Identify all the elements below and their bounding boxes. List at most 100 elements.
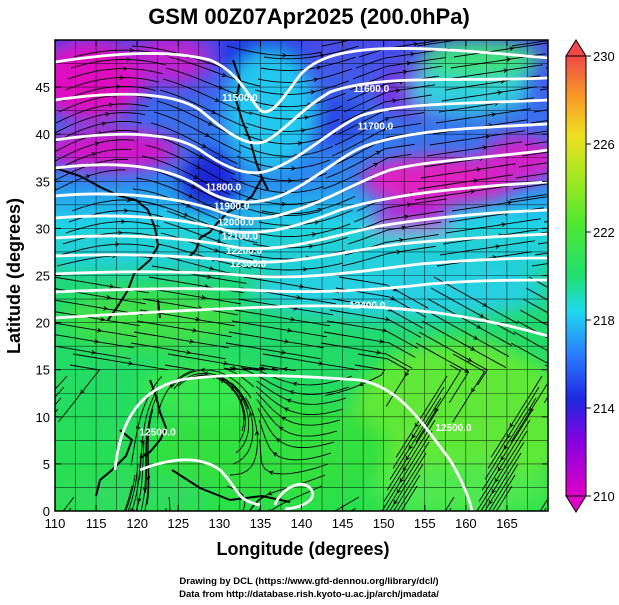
streamline-arrowhead [473, 178, 479, 183]
streamline [516, 320, 548, 339]
streamline [246, 262, 343, 271]
streamline [55, 158, 129, 181]
streamline [156, 364, 195, 420]
streamline [260, 56, 356, 71]
x-tick-label: 125 [167, 516, 189, 531]
contour-11400 [55, 47, 548, 114]
credit-data: Data from http://database.rish.kyoto-u.a… [179, 589, 439, 600]
streamline [393, 463, 424, 511]
streamline-arrowhead [402, 466, 407, 472]
x-tick-label: 155 [414, 516, 436, 531]
streamline [478, 419, 531, 502]
streamline [223, 366, 255, 388]
streamline-arrowhead [600, 212, 604, 216]
y-tick-label: 45 [36, 80, 50, 95]
streamline [257, 407, 335, 449]
streamline-arrowhead [396, 249, 402, 255]
streamline [72, 353, 168, 371]
streamline-arrowhead [94, 141, 100, 147]
contour-11500 [55, 76, 548, 145]
streamline [511, 40, 548, 47]
streamline-arrowhead [376, 350, 382, 355]
streamline [0, 464, 43, 531]
streamline [263, 45, 359, 60]
streamline [162, 78, 253, 115]
streamline-arrowhead [201, 295, 207, 300]
streamline [357, 353, 410, 407]
streamline-arrowhead [18, 449, 22, 453]
streamline-arrowhead [497, 466, 502, 472]
streamline-arrowhead [116, 527, 119, 531]
streamline-arrowhead [396, 488, 401, 494]
streamline-arrowhead [482, 302, 488, 307]
streamline-arrowhead [476, 167, 482, 172]
contour-11600 [55, 98, 548, 175]
streamline-arrowhead [517, 544, 521, 548]
streamline [130, 342, 226, 360]
streamline [389, 452, 427, 511]
streamline-arrowhead [284, 339, 290, 344]
contour-label: 11800.0 [206, 183, 242, 194]
streamline-arrowhead [188, 193, 194, 199]
streamline-arrowhead [4, 492, 8, 496]
streamline-arrowhead [296, 295, 302, 300]
streamline [234, 309, 330, 327]
y-tick-label: 35 [36, 174, 50, 189]
streamline-arrowhead [599, 69, 603, 73]
streamline [385, 441, 430, 511]
x-tick-label: 140 [291, 516, 313, 531]
streamline-arrowhead [214, 97, 220, 102]
streamline [322, 153, 412, 190]
colorbar-ticks: 210 214 218 222 226 230 [586, 49, 615, 504]
streamline [70, 59, 166, 69]
streamline [0, 486, 37, 551]
contour-label: 12200.0 [226, 246, 263, 257]
streamline [226, 45, 322, 56]
streamline-arrowhead [108, 537, 112, 541]
streamline [518, 162, 548, 168]
streamline-arrowhead [91, 152, 97, 157]
streamline [510, 342, 548, 403]
streamline [383, 419, 436, 502]
streamline-arrowhead [494, 477, 499, 483]
streamline-arrowhead [254, 430, 260, 436]
streamline-arrowhead [232, 365, 237, 371]
streamline-arrowhead [91, 350, 97, 355]
streamline-arrowhead [146, 560, 150, 564]
streamline [135, 441, 145, 511]
streamline-arrowhead [422, 544, 426, 548]
streamline [484, 452, 522, 511]
streamline-arrowhead [268, 508, 271, 511]
streamline-arrowhead [393, 499, 398, 505]
streamline [256, 380, 347, 405]
streamline [395, 375, 448, 458]
streamline-arrowhead [405, 455, 410, 461]
contour-closed-small [273, 482, 314, 511]
streamline-arrowhead [385, 533, 389, 537]
streamline [512, 183, 548, 190]
streamline-arrowhead [281, 201, 287, 207]
streamline [509, 193, 548, 201]
streamline-arrowhead [304, 115, 310, 120]
contour-label: 11900.0 [214, 202, 250, 213]
streamline-arrowhead [21, 438, 25, 442]
streamline [229, 397, 258, 476]
streamline-arrowhead [470, 346, 476, 351]
streamline-arrowhead [196, 164, 201, 169]
streamline [64, 77, 160, 91]
streamline [445, 218, 541, 234]
contour-11900 [55, 180, 548, 234]
streamline-arrowhead [109, 284, 115, 289]
streamline [519, 309, 548, 327]
colorbar-tick-label: 226 [593, 137, 615, 152]
contour-label: 12400.0 [349, 300, 386, 311]
streamline [524, 141, 548, 146]
colorbar-tick-label: 222 [593, 225, 615, 240]
streamline-arrowhead [603, 201, 607, 205]
streamline-arrowhead [100, 317, 106, 322]
streamline [481, 408, 534, 491]
streamline [254, 80, 349, 95]
streamline [343, 84, 436, 113]
y-axis-ticks: 0 5 10 15 20 25 30 35 40 45 [36, 80, 548, 519]
streamline-arrowhead [80, 389, 85, 395]
